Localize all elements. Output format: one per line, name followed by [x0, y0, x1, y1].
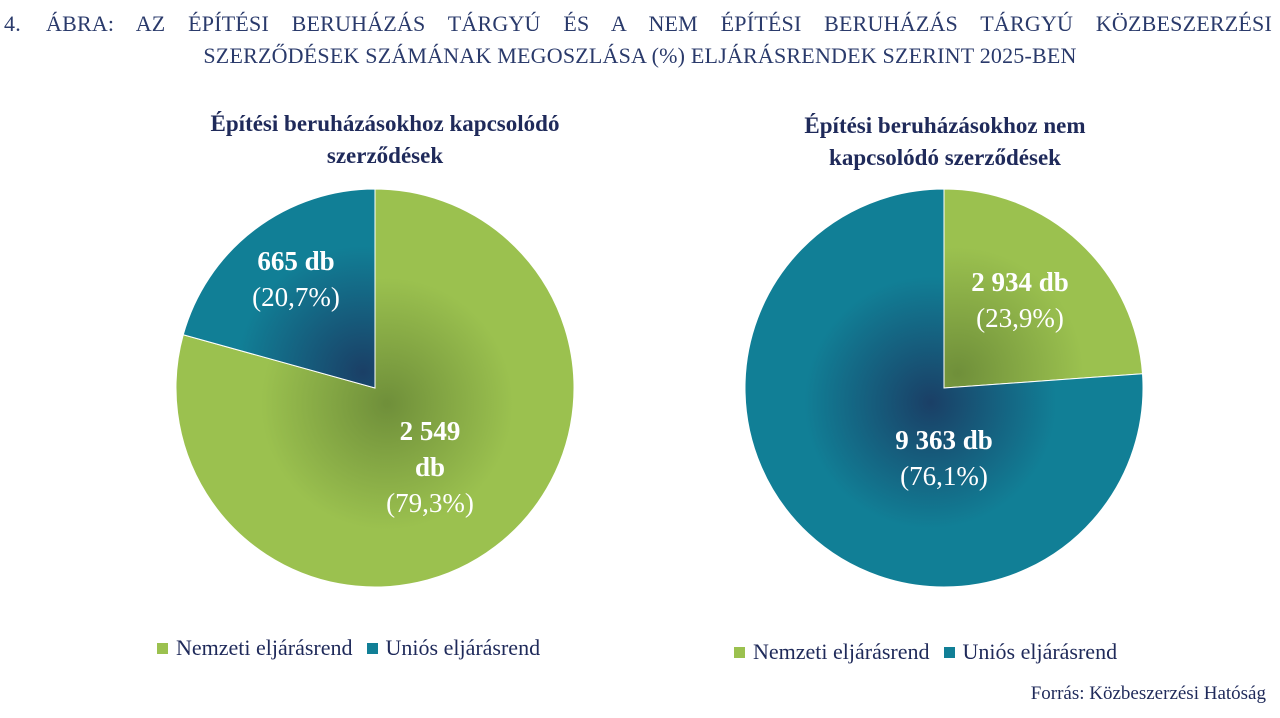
right-chart-title-line1: Építési beruházásokhoz nem — [804, 113, 1086, 138]
legend-swatch-nemzeti — [157, 642, 168, 654]
left-chart-title-line2: szerződések — [326, 143, 444, 168]
pie-label-nemzeti: 2 934 db (23,9%) — [971, 267, 1069, 333]
legend-item-nemzeti: Nemzeti eljárásrend — [734, 639, 930, 665]
legend-swatch-unios — [943, 646, 955, 658]
figure-title-line1: ÁBRA: AZ ÉPÍTÉSI BERUHÁZÁS TÁRGYÚ ÉS A N… — [46, 11, 1272, 36]
figure-number: 4. — [4, 11, 21, 36]
right-pie-chart: 2 934 db (23,9%) 9 363 db (76,1%) — [744, 188, 1144, 588]
legend-label-unios: Uniós eljárásrend — [385, 635, 541, 660]
right-chart-title: Építési beruházásokhoz nem kapcsolódó sz… — [720, 110, 1170, 174]
pie-label-unios: 9 363 db (76,1%) — [895, 425, 993, 491]
pie-label-unios: 665 db (20,7%) — [252, 246, 340, 312]
legend-label-unios: Uniós eljárásrend — [962, 639, 1118, 664]
left-chart-title-line1: Építési beruházásokhoz kapcsolódó — [210, 111, 560, 136]
left-legend: Nemzeti eljárásrend Uniós eljárásrend — [157, 635, 554, 661]
legend-label-nemzeti: Nemzeti eljárásrend — [176, 635, 353, 660]
legend-item-unios: Uniós eljárásrend — [943, 639, 1118, 665]
legend-swatch-nemzeti — [734, 646, 745, 658]
right-chart-title-line2: kapcsolódó szerződések — [829, 145, 1061, 170]
legend-item-nemzeti: Nemzeti eljárásrend — [157, 635, 353, 661]
left-chart-title: Építési beruházásokhoz kapcsolódó szerző… — [160, 108, 610, 172]
pie-slice-unios — [182, 188, 376, 389]
legend-item-unios: Uniós eljárásrend — [366, 635, 541, 661]
pie-slice-unios — [744, 188, 1144, 588]
pie-label-nemzeti: 2 549 db (79,3%) — [386, 416, 474, 518]
right-legend: Nemzeti eljárásrend Uniós eljárásrend — [734, 639, 1131, 665]
legend-label-nemzeti: Nemzeti eljárásrend — [753, 639, 930, 664]
pie-slice-nemzeti — [943, 188, 1144, 389]
legend-swatch-unios — [366, 642, 378, 654]
source-note: Forrás: Közbeszerzési Hatóság — [1030, 683, 1266, 704]
left-pie-chart: 2 549 db (79,3%) 665 db (20,7%) — [175, 188, 575, 588]
figure-title-line2: SZERZŐDÉSEK SZÁMÁNAK MEGOSZLÁSA (%) ELJÁ… — [203, 43, 1077, 68]
